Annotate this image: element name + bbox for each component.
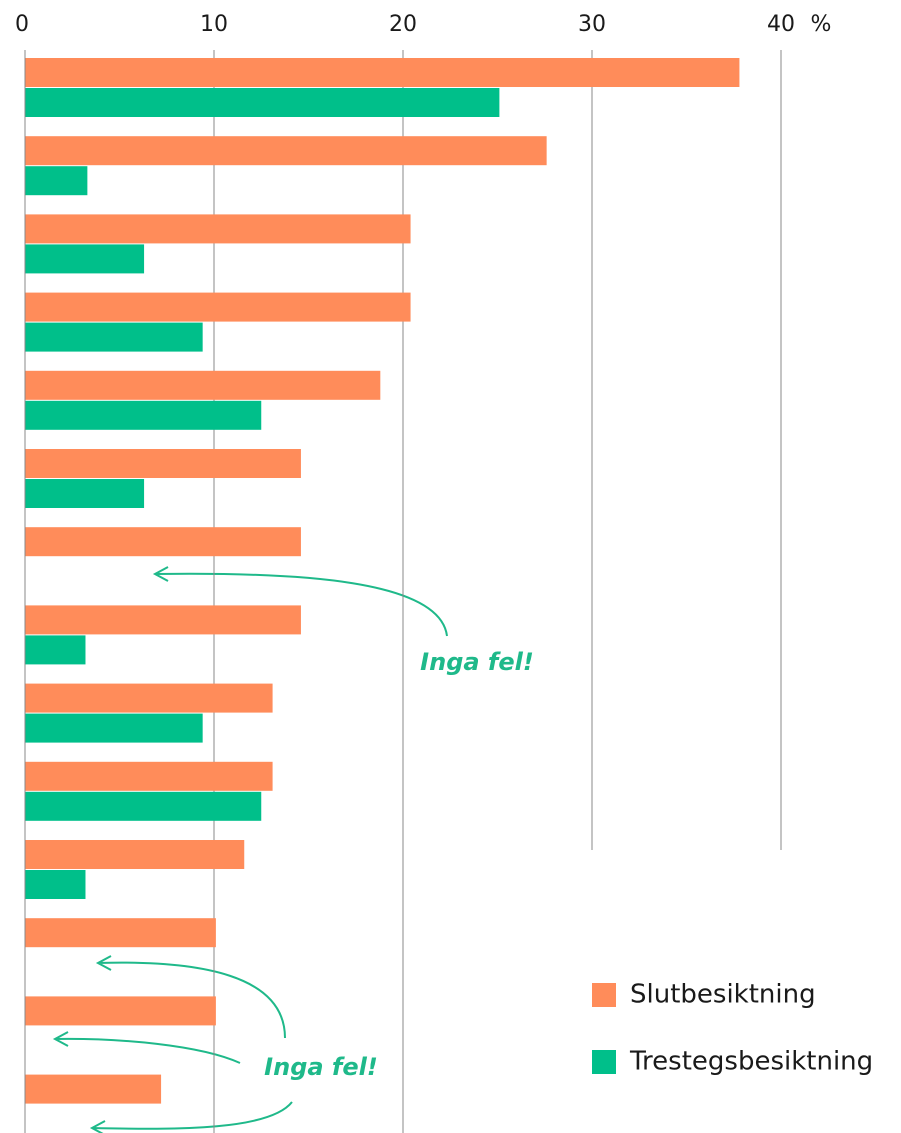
bar [25, 400, 262, 430]
bar [25, 58, 740, 87]
legend-label: Trestegsbesiktning [629, 1047, 873, 1077]
bar [25, 136, 547, 166]
arrows [52, 566, 448, 1133]
bar [25, 683, 273, 713]
annotation: Inga fel! [264, 1053, 378, 1081]
bar [25, 214, 411, 244]
annotation: Inga fel! [420, 648, 534, 676]
bar [25, 605, 301, 635]
arrow [89, 1101, 293, 1133]
legend-label: Slutbesiktning [630, 980, 816, 1010]
bar [25, 870, 86, 899]
x-tick-label: 10 [200, 12, 228, 37]
arrow [95, 955, 286, 1039]
bar [25, 322, 203, 352]
bar [25, 244, 145, 274]
legend-swatch [592, 983, 616, 1007]
x-tick-label: 0 [15, 12, 29, 37]
bar [25, 527, 301, 557]
bar [25, 166, 88, 196]
bar [25, 1074, 162, 1104]
bar [25, 479, 145, 508]
bar [25, 370, 381, 400]
arrow [52, 1031, 241, 1064]
x-tick-label: 30 [578, 12, 606, 37]
legend-swatch [592, 1050, 616, 1074]
arrow [152, 566, 448, 637]
x-unit: % [811, 12, 832, 37]
bar [25, 761, 273, 791]
bar [25, 635, 86, 665]
bar [25, 88, 500, 117]
x-tick-label: 20 [389, 12, 417, 37]
bar [25, 292, 411, 322]
bar [25, 996, 216, 1026]
bar [25, 840, 245, 869]
x-tick-label: 40 [767, 12, 795, 37]
bar [25, 713, 203, 743]
bar [25, 791, 262, 821]
bar [25, 449, 301, 478]
bar [25, 918, 216, 948]
